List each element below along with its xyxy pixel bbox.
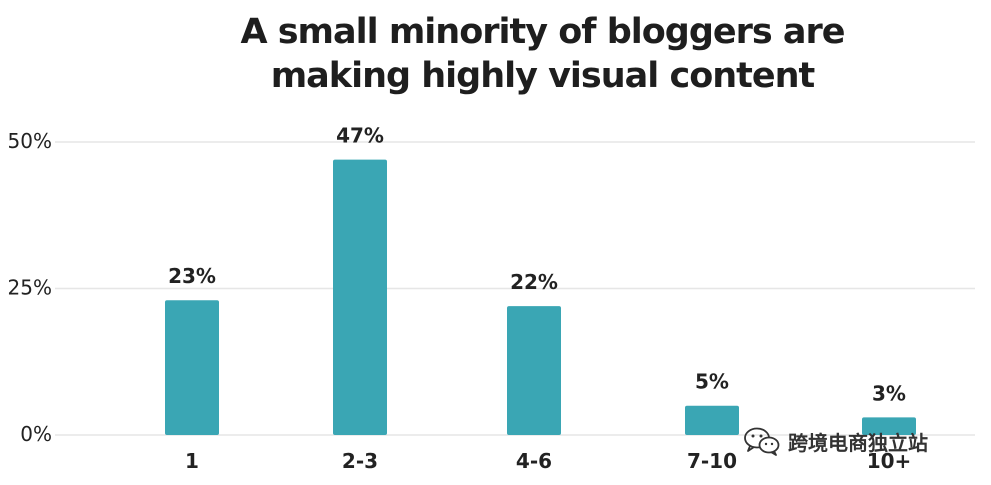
bar-7-10 (685, 405, 739, 435)
bar-1 (165, 300, 219, 435)
bar-2-3 (333, 159, 387, 435)
chart-title: A small minority of bloggers are making … (0, 10, 991, 98)
bars (165, 159, 916, 435)
x-tick-label: 1 (185, 449, 199, 473)
data-labels: 23% 47% 22% 5% 3% (168, 124, 906, 406)
y-tick-label: 50% (8, 129, 52, 153)
x-tick-label: 7-10 (687, 449, 737, 473)
data-label: 23% (168, 264, 216, 288)
data-label: 3% (872, 381, 906, 405)
x-tick-label: 4-6 (516, 449, 552, 473)
chart-title-line-2: making highly visual content (270, 56, 816, 96)
data-label: 22% (510, 270, 558, 294)
x-tick-label: 10+ (867, 449, 912, 473)
chart-title-line-1: A small minority of bloggers are (240, 12, 845, 52)
bar-10+ (862, 417, 916, 435)
axis-labels: 0% 25% 50% 1 2-3 4-6 7-10 10+ (8, 129, 912, 473)
data-label: 5% (695, 370, 729, 394)
data-label: 47% (336, 124, 384, 148)
watermark-text: 跨境电商独立站 (788, 430, 928, 455)
bar-4-6 (507, 306, 561, 435)
x-tick-label: 2-3 (342, 449, 378, 473)
wechat-icon (744, 427, 780, 456)
y-tick-label: 25% (8, 276, 52, 300)
watermark: 跨境电商独立站 (742, 426, 928, 456)
y-tick-label: 0% (20, 422, 52, 446)
